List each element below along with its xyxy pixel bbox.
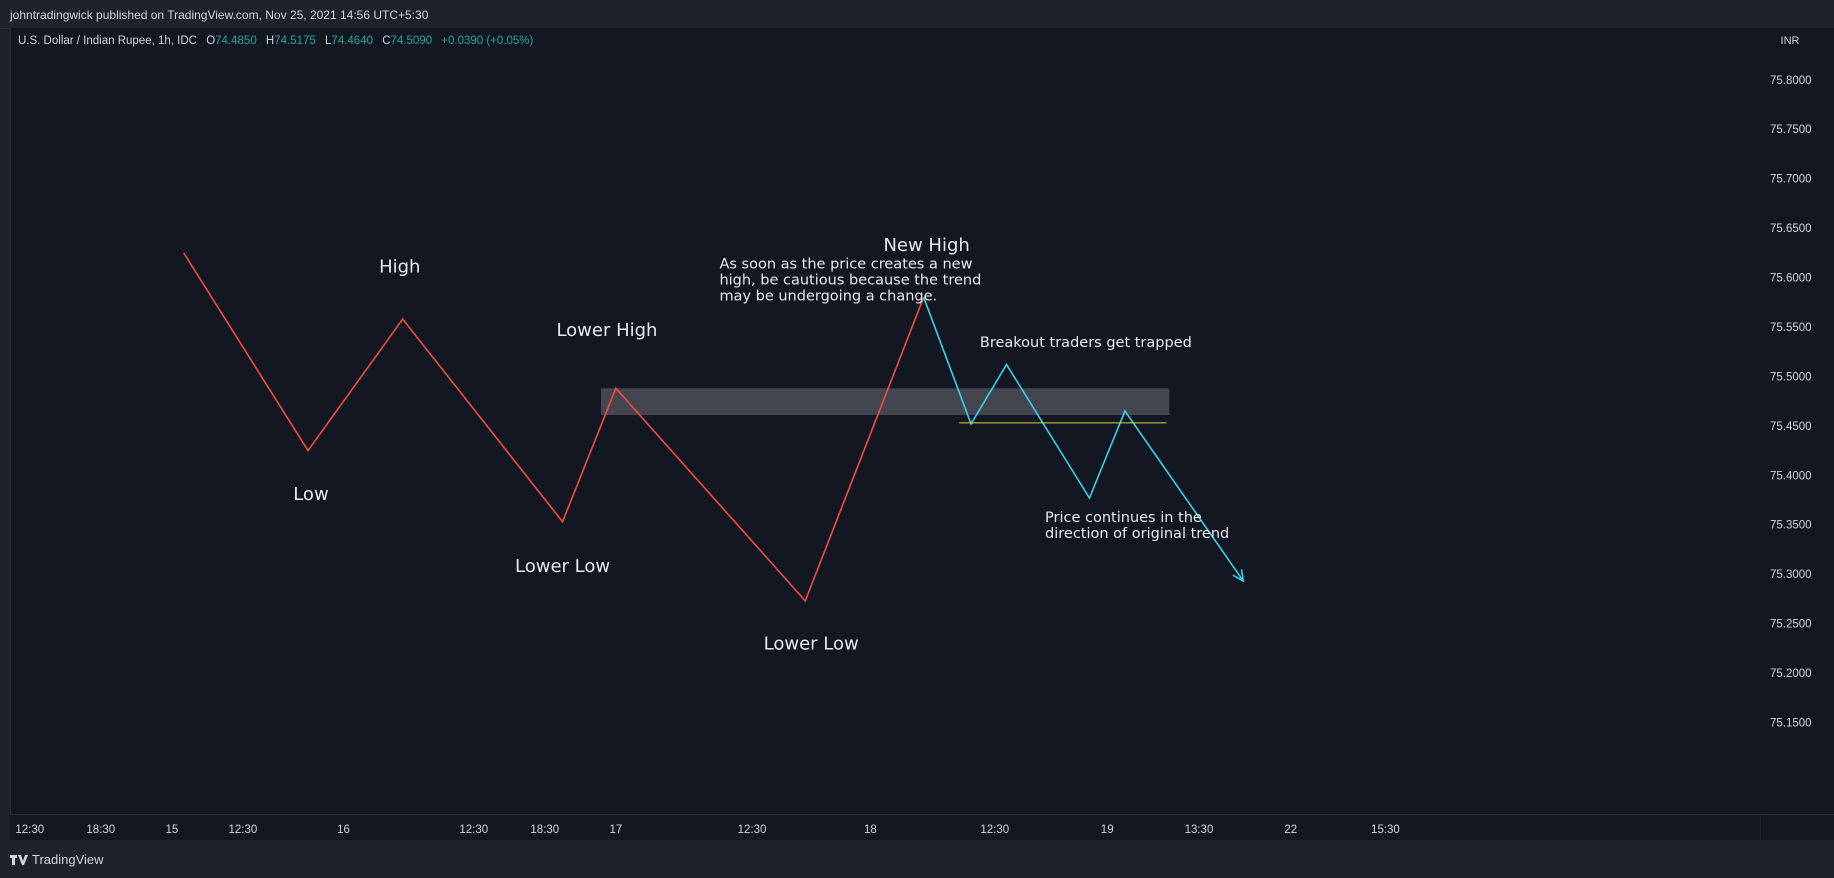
new-trend-line	[922, 297, 1245, 582]
high-label: H	[265, 35, 275, 47]
axis-corner	[1761, 814, 1834, 841]
open-value: 74.4850	[215, 35, 257, 47]
price-tick: 75.2000	[1770, 668, 1812, 680]
price-tick: 75.2500	[1770, 619, 1812, 631]
open-label: O	[206, 35, 216, 47]
annotation-label: New High	[883, 235, 969, 256]
currency-label: INR	[1781, 35, 1800, 47]
time-tick: 15:30	[1371, 824, 1400, 836]
publish-info: johntradingwick published on TradingView…	[10, 8, 429, 22]
time-tick: 12:30	[228, 824, 257, 836]
price-axis[interactable]	[1761, 28, 1834, 814]
annotation-label: Lower High	[556, 320, 657, 341]
time-tick: 16	[337, 824, 350, 836]
time-tick: 22	[1284, 824, 1297, 836]
time-tick: 13:30	[1185, 824, 1214, 836]
chart-pane[interactable]	[10, 28, 1762, 814]
annotation-label: Lower Low	[764, 633, 859, 654]
price-tick: 75.1500	[1770, 718, 1812, 730]
price-tick: 75.4000	[1770, 470, 1812, 482]
time-tick: 17	[609, 824, 622, 836]
high-value: 74.5175	[274, 35, 316, 47]
trend-arrow-icon	[1232, 569, 1245, 583]
low-value: 74.4640	[331, 35, 373, 47]
symbol-legend: U.S. Dollar / Indian Rupee, 1h, IDC O74.…	[18, 35, 533, 47]
price-tick: 75.5500	[1770, 322, 1812, 334]
price-tick: 75.8000	[1770, 75, 1812, 87]
price-tick: 75.4500	[1770, 421, 1812, 433]
footer-bar: TradingView	[0, 840, 1834, 878]
price-tick: 75.7500	[1770, 124, 1812, 136]
close-label: C	[382, 35, 391, 47]
time-tick: 18:30	[86, 824, 115, 836]
time-axis[interactable]	[10, 814, 1760, 841]
time-tick: 12:30	[15, 824, 44, 836]
brand-label: TradingView	[32, 852, 104, 867]
time-tick: 19	[1101, 824, 1114, 836]
annotation-note-line: direction of original trend	[1045, 526, 1229, 542]
downtrend-line	[183, 252, 925, 603]
annotation-note-line: high, be cautious because the trend	[719, 273, 981, 289]
time-tick: 18:30	[530, 824, 559, 836]
price-tick: 75.3000	[1770, 569, 1812, 581]
low-label: L	[325, 35, 332, 47]
tradingview-brand[interactable]: TradingView	[10, 852, 104, 867]
symbol-title[interactable]: U.S. Dollar / Indian Rupee, 1h, IDC	[18, 35, 197, 47]
annotation-note-line: may be undergoing a change.	[719, 289, 937, 305]
time-tick: 18	[864, 824, 877, 836]
annotation-label: Low	[293, 484, 328, 505]
price-tick: 75.6500	[1770, 223, 1812, 235]
change-value: +0.0390 (+0.05%)	[441, 35, 534, 47]
price-tick: 75.6000	[1770, 273, 1812, 285]
close-value: 74.5090	[390, 35, 433, 47]
price-tick: 75.5000	[1770, 371, 1812, 383]
tradingview-logo-icon	[10, 854, 28, 865]
annotation-note: As soon as the price creates a new high, …	[719, 257, 981, 305]
time-tick: 12:30	[738, 824, 767, 836]
time-tick: 12:30	[980, 824, 1009, 836]
annotation-label: Breakout traders get trapped	[980, 335, 1192, 351]
annotation-label: High	[379, 257, 420, 278]
resistance-zone	[601, 388, 1170, 415]
price-tick: 75.3500	[1770, 520, 1812, 532]
annotation-label: Lower Low	[515, 556, 610, 577]
time-tick: 12:30	[459, 824, 488, 836]
annotation-note-line: As soon as the price creates a new	[719, 257, 972, 273]
annotation-note-line: Price continues in the	[1045, 510, 1202, 526]
annotation-note: Price continues in the direction of origi…	[1045, 510, 1229, 542]
time-tick: 15	[165, 824, 178, 836]
price-tick: 75.7000	[1770, 174, 1812, 186]
